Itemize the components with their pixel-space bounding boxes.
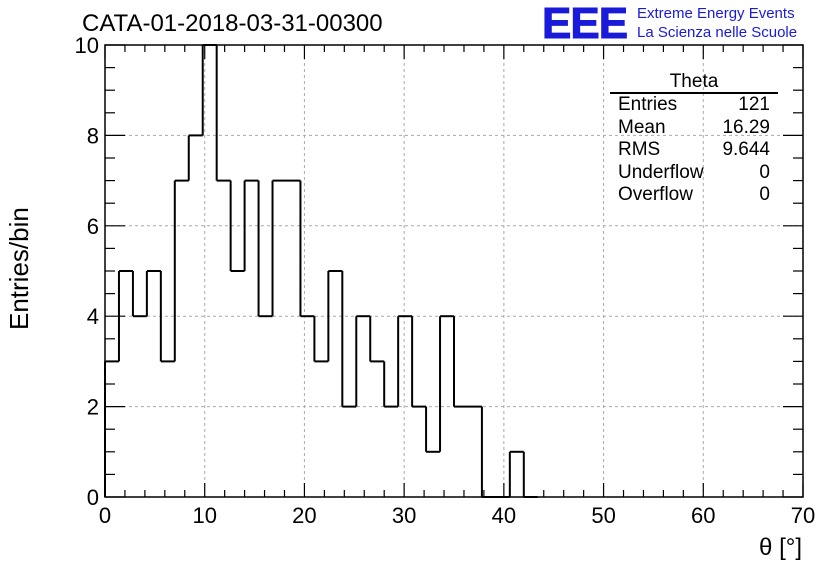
x-tick-label: 50 xyxy=(591,503,615,528)
run-title: CATA-01-2018-03-31-00300 xyxy=(82,10,383,37)
x-tick-label: 10 xyxy=(192,503,216,528)
stats-box-title: Theta xyxy=(610,72,778,94)
x-tick-label: 70 xyxy=(791,503,815,528)
stats-label: Mean xyxy=(618,116,666,138)
logo-caption-line1: Extreme Energy Events xyxy=(637,5,795,22)
logo-caption-line2: La Scienza nelle Scuole xyxy=(637,24,798,41)
eee-logo: EEE xyxy=(541,0,628,48)
x-tick-label: 0 xyxy=(99,503,111,528)
stats-value: 121 xyxy=(738,94,770,115)
stats-row-underflow: Underflow 0 xyxy=(610,162,778,185)
x-tick-label: 20 xyxy=(292,503,316,528)
x-tick-label: 60 xyxy=(691,503,715,528)
y-tick-label: 0 xyxy=(87,485,99,510)
y-tick-label: 10 xyxy=(75,33,99,58)
stats-label: Entries xyxy=(618,94,678,115)
stats-value: 9.644 xyxy=(722,139,770,160)
y-tick-label: 8 xyxy=(87,123,99,148)
stats-row-rms: RMS 9.644 xyxy=(610,139,778,162)
y-tick-label: 4 xyxy=(87,304,99,329)
y-axis-label: Entries/bin xyxy=(4,207,34,330)
stats-value: 16.29 xyxy=(722,116,770,138)
stats-box: Theta Entries 121 Mean 16.29 RMS 9.644 Unde… xyxy=(610,72,778,207)
x-axis-label: θ [°] xyxy=(759,534,802,561)
stats-value: 0 xyxy=(759,161,770,183)
stats-row-overflow: Overflow 0 xyxy=(610,184,778,207)
stats-label: RMS xyxy=(618,139,661,160)
stats-label: Overflow xyxy=(618,184,693,205)
stats-row-entries: Entries 121 xyxy=(610,94,778,117)
stats-label: Underflow xyxy=(618,161,704,183)
x-tick-label: 40 xyxy=(492,503,516,528)
x-tick-label: 30 xyxy=(392,503,416,528)
stats-value: 0 xyxy=(759,184,770,205)
y-tick-label: 6 xyxy=(87,214,99,239)
stats-row-mean: Mean 16.29 xyxy=(610,117,778,140)
y-tick-label: 2 xyxy=(87,395,99,420)
logo-caption: Extreme Energy Events La Scienza nelle S… xyxy=(637,4,797,42)
